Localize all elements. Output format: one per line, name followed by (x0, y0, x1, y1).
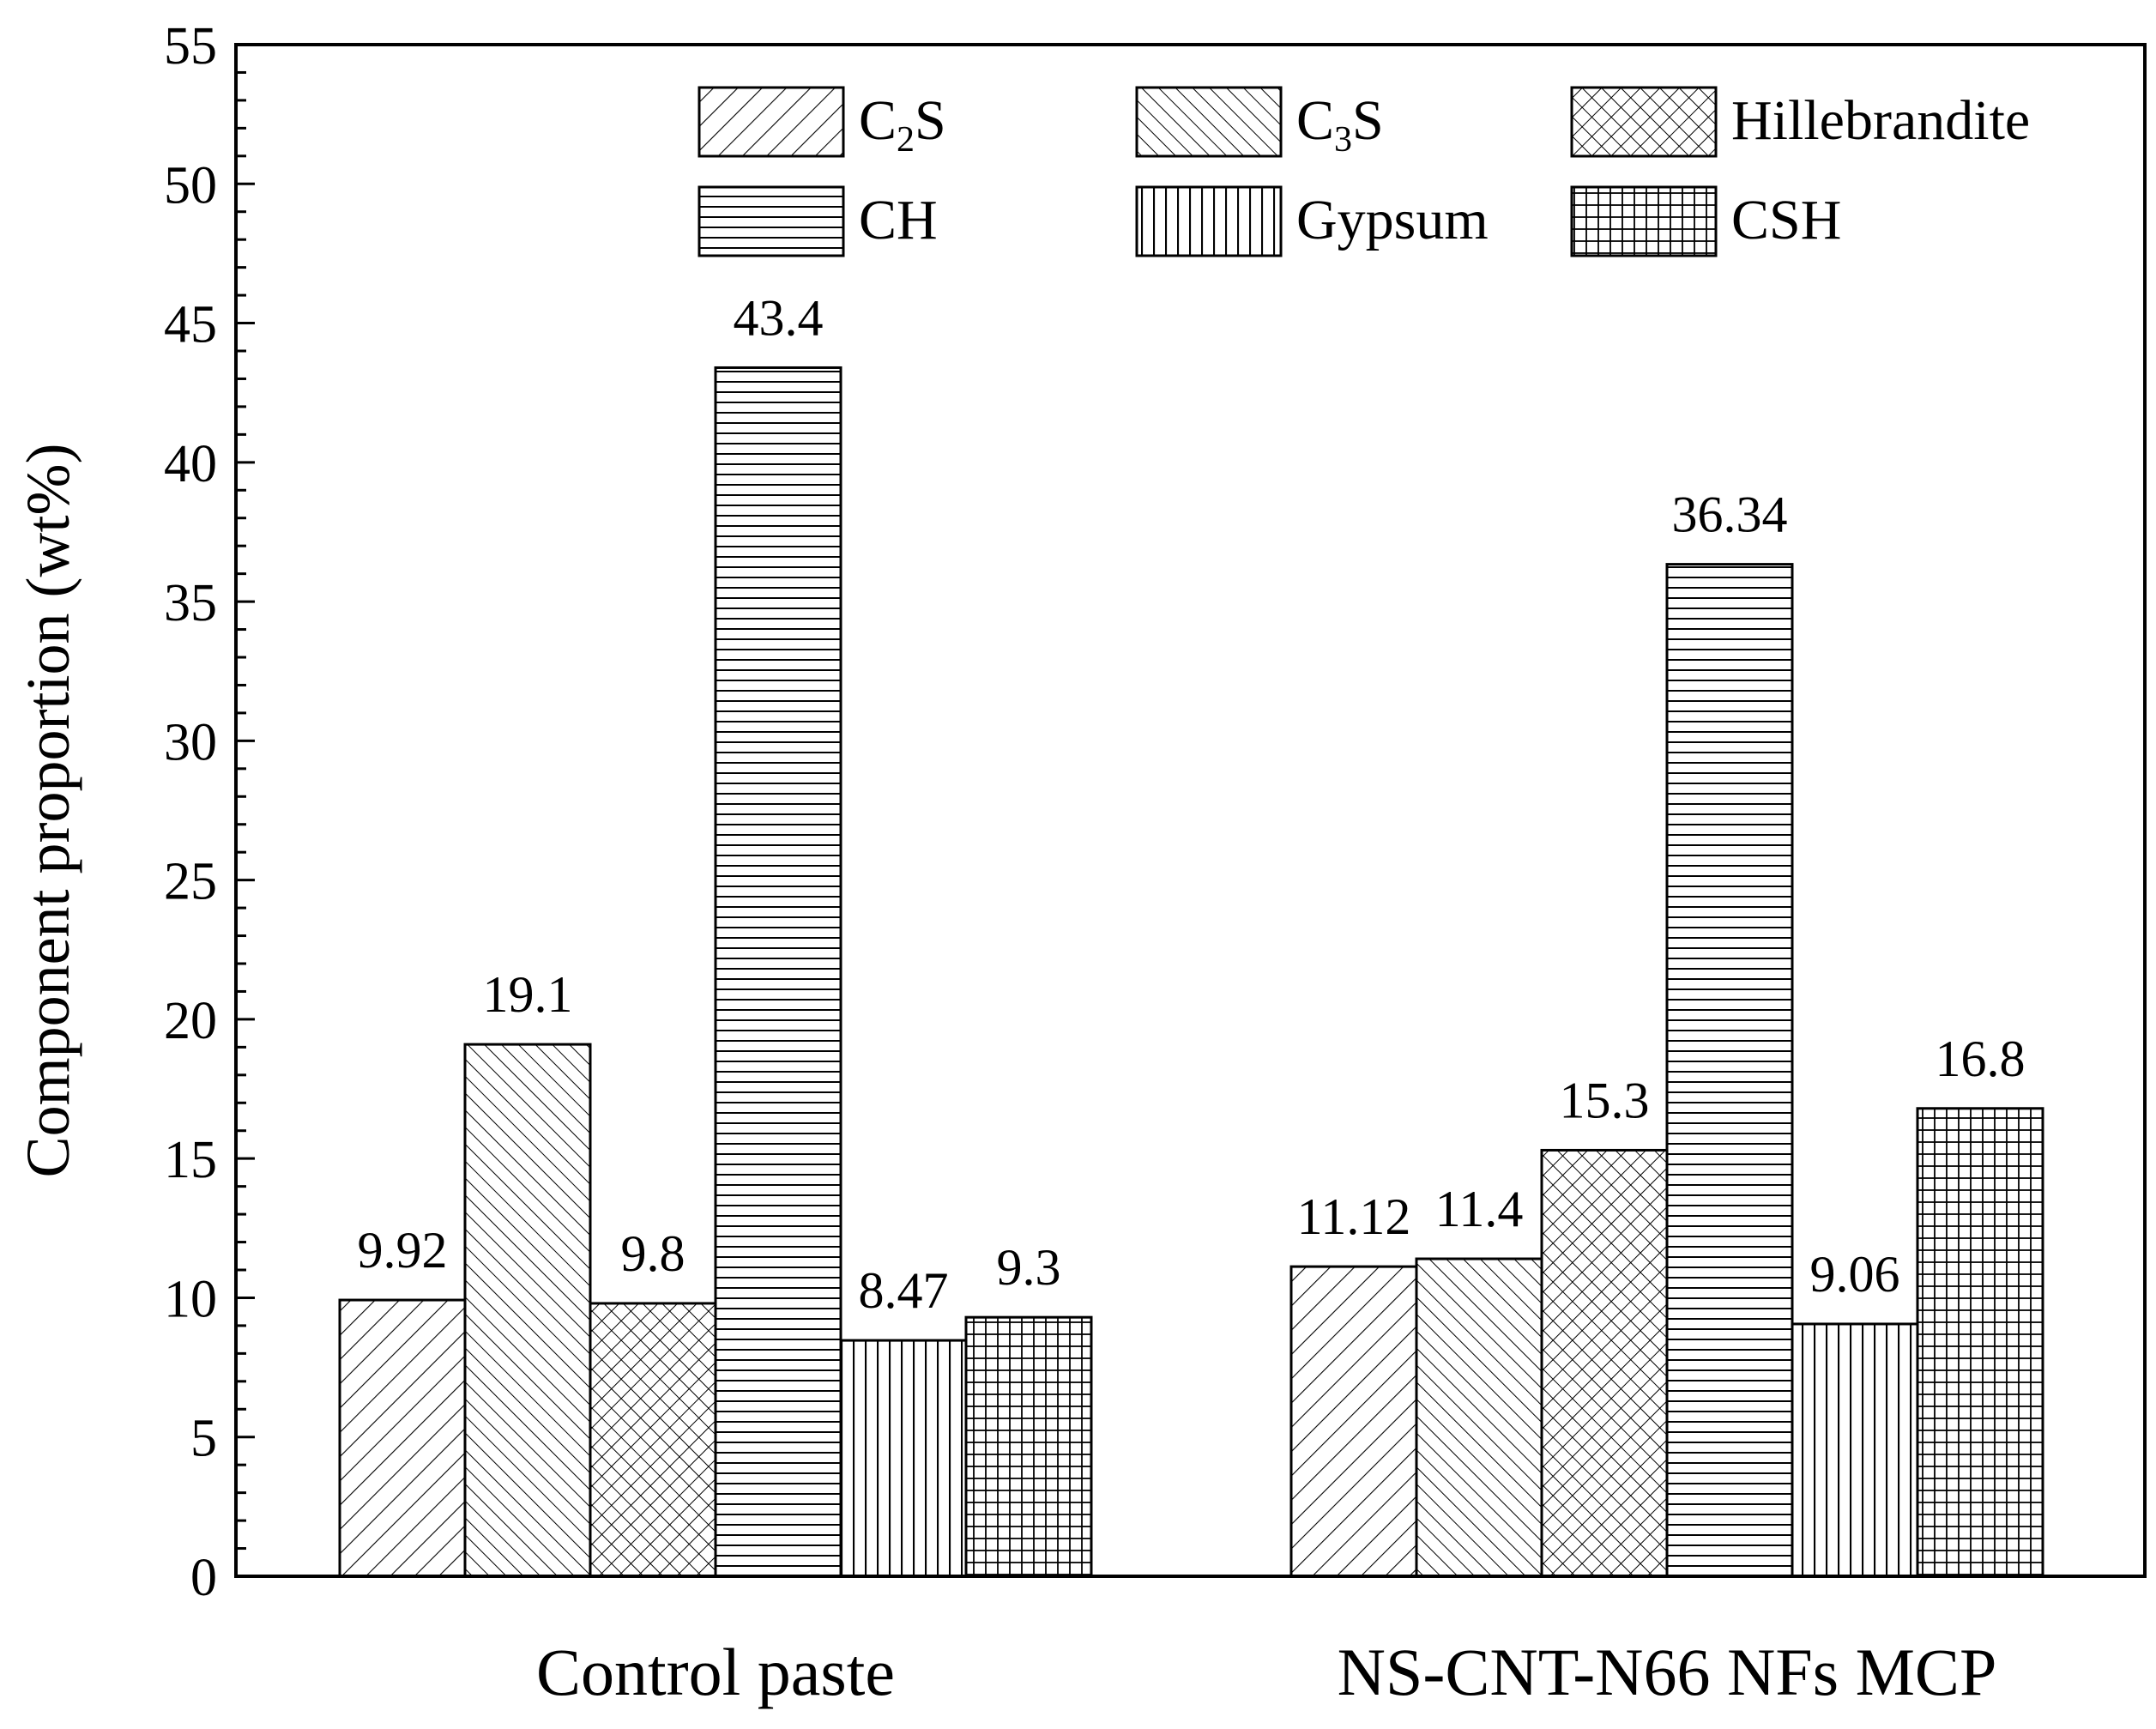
legend-item-gypsum: Gypsum (1135, 185, 1489, 257)
legend-label: CSH (1731, 189, 1841, 251)
y-tick-label: 15 (164, 1131, 217, 1189)
legend-item-hillebrandite: Hillebrandite (1570, 86, 2030, 158)
y-axis-tick-labels: 0 5 10 15 20 25 30 35 40 45 50 55 (164, 17, 217, 1607)
legend-item-c2s: C2S (698, 86, 946, 160)
y-axis-label: Component proportion (wt%) (14, 444, 82, 1178)
x-category-label: Control paste (536, 1635, 895, 1709)
y-tick-label: 25 (164, 853, 217, 911)
legend-item-ch: CH (698, 185, 938, 257)
bar-value-label: 9.3 (997, 1239, 1061, 1296)
legend-swatch (1135, 185, 1283, 257)
legend-label: Hillebrandite (1731, 89, 2030, 152)
y-tick-label: 10 (164, 1270, 217, 1328)
bar-value-label: 9.06 (1810, 1246, 1900, 1303)
y-tick-label: 45 (164, 296, 217, 354)
bar-value-label: 11.12 (1297, 1188, 1411, 1245)
bar-hillebrandite-2 (1540, 1148, 1669, 1578)
legend: C2S C3S Hillebrandite CH Gypsum CSH (698, 86, 2030, 257)
bar-value-label: 19.1 (483, 966, 573, 1023)
legend-swatch (698, 86, 845, 158)
bar-value-label: 9.92 (358, 1222, 448, 1279)
bar-hillebrandite-1 (589, 1302, 717, 1578)
legend-label: Gypsum (1296, 189, 1489, 251)
legend-swatch (698, 185, 845, 257)
bar-c3s-2 (1415, 1257, 1543, 1578)
legend-item-csh: CSH (1570, 185, 1841, 257)
legend-item-c3s: C3S (1135, 86, 1384, 160)
bar-value-label: 15.3 (1560, 1072, 1650, 1128)
y-tick-label: 55 (164, 17, 217, 76)
bar-csh-1 (964, 1315, 1093, 1578)
y-tick-label: 5 (190, 1410, 217, 1468)
bar-ch-1 (714, 366, 842, 1578)
bar-value-label: 36.34 (1672, 487, 1788, 543)
bar-value-label: 9.8 (621, 1225, 685, 1282)
y-tick-label: 0 (190, 1549, 217, 1607)
bar-value-label: 8.47 (859, 1262, 949, 1319)
bar-labels-layer: 9.92 19.1 9.8 43.4 8.47 9.3 11.12 11.4 15.3 36.34… (358, 289, 2026, 1319)
x-axis-category-labels: Control paste NS-CNT-N66 NFs MCP (536, 1635, 1996, 1709)
legend-swatch (1570, 185, 1718, 257)
legend-swatch (1570, 86, 1718, 158)
legend-label: CH (859, 189, 938, 251)
bar-ch-2 (1665, 563, 1794, 1578)
legend-swatch (1135, 86, 1283, 158)
bar-csh-2 (1916, 1107, 2044, 1578)
x-category-label: NS-CNT-N66 NFs MCP (1338, 1635, 1997, 1709)
bar-gypsum-2 (1791, 1322, 1919, 1578)
bar-value-label: 11.4 (1435, 1181, 1524, 1237)
y-tick-label: 40 (164, 435, 217, 493)
y-tick-label: 20 (164, 992, 217, 1050)
legend-label: C3S (1296, 89, 1384, 160)
y-tick-label: 50 (164, 156, 217, 215)
bar-c3s-1 (463, 1043, 592, 1578)
bars-layer (338, 366, 2044, 1578)
y-tick-label: 30 (164, 713, 217, 771)
y-axis-ticks (236, 43, 255, 1578)
bar-gypsum-1 (839, 1339, 968, 1578)
plot-frame (234, 43, 2147, 1578)
y-tick-label: 35 (164, 574, 217, 632)
bar-value-label: 43.4 (734, 289, 824, 346)
bar-c2s-2 (1289, 1265, 1418, 1578)
bar-value-label: 16.8 (1936, 1031, 2026, 1087)
legend-label: C2S (859, 89, 946, 160)
bar-c2s-1 (338, 1298, 467, 1578)
